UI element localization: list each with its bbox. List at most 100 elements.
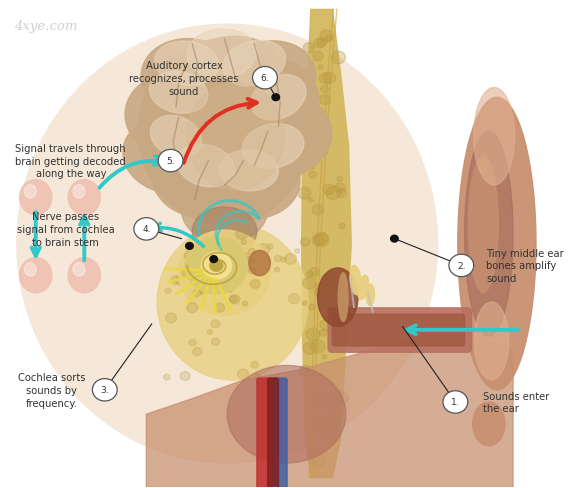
Circle shape [241, 253, 249, 260]
Circle shape [298, 188, 311, 200]
Ellipse shape [141, 40, 238, 118]
Circle shape [285, 254, 297, 264]
Circle shape [193, 348, 202, 356]
Circle shape [301, 238, 310, 247]
Circle shape [314, 234, 329, 247]
Circle shape [201, 231, 210, 239]
FancyBboxPatch shape [273, 378, 287, 488]
Circle shape [331, 52, 346, 65]
Circle shape [329, 419, 339, 428]
Circle shape [301, 83, 310, 92]
Circle shape [288, 294, 300, 304]
Circle shape [314, 39, 325, 49]
Text: Auditory cortex
recognizes, processes
sound: Auditory cortex recognizes, processes so… [129, 61, 239, 96]
Circle shape [187, 289, 199, 301]
Circle shape [323, 73, 336, 84]
Circle shape [272, 95, 280, 102]
Circle shape [192, 246, 201, 255]
Circle shape [335, 183, 346, 193]
Circle shape [247, 257, 254, 263]
Ellipse shape [192, 207, 257, 256]
Circle shape [187, 303, 198, 313]
Circle shape [207, 330, 212, 335]
Ellipse shape [125, 73, 232, 162]
Circle shape [297, 105, 311, 117]
Ellipse shape [179, 231, 270, 316]
Circle shape [320, 320, 332, 331]
Ellipse shape [468, 157, 498, 293]
Ellipse shape [225, 41, 316, 115]
Ellipse shape [358, 276, 369, 300]
Ellipse shape [251, 75, 306, 121]
Ellipse shape [317, 268, 358, 327]
Circle shape [201, 252, 231, 280]
Circle shape [311, 340, 325, 353]
Circle shape [321, 274, 335, 286]
Circle shape [253, 67, 277, 90]
FancyBboxPatch shape [257, 378, 273, 488]
Circle shape [309, 305, 315, 310]
Circle shape [321, 149, 328, 155]
Ellipse shape [197, 142, 300, 220]
Circle shape [251, 362, 258, 368]
Text: 4.: 4. [142, 225, 150, 234]
Circle shape [312, 455, 325, 468]
Circle shape [236, 229, 247, 240]
FancyBboxPatch shape [332, 315, 464, 346]
Circle shape [308, 199, 313, 203]
Circle shape [224, 286, 235, 295]
Text: 1.: 1. [451, 398, 460, 407]
Circle shape [326, 37, 332, 42]
Circle shape [274, 268, 280, 272]
Ellipse shape [242, 124, 304, 169]
Circle shape [248, 249, 255, 255]
Circle shape [324, 398, 331, 404]
Circle shape [323, 184, 335, 195]
Circle shape [311, 393, 324, 405]
Circle shape [258, 244, 270, 255]
Text: 4xye.com: 4xye.com [14, 20, 77, 33]
Circle shape [333, 410, 344, 420]
Text: Signal travels through
brain getting decoded
along the way: Signal travels through brain getting dec… [15, 143, 126, 179]
Ellipse shape [177, 145, 235, 187]
Circle shape [312, 205, 324, 216]
Circle shape [306, 328, 320, 341]
Ellipse shape [472, 402, 505, 446]
Circle shape [313, 415, 328, 428]
Text: Nerve passes
signal from cochlea
to brain stem: Nerve passes signal from cochlea to brai… [17, 212, 114, 247]
Circle shape [185, 238, 248, 294]
Ellipse shape [187, 83, 284, 190]
Circle shape [180, 372, 190, 381]
Circle shape [238, 369, 249, 379]
Ellipse shape [68, 180, 100, 215]
Circle shape [303, 342, 317, 355]
Circle shape [199, 285, 209, 295]
Circle shape [211, 279, 215, 283]
Ellipse shape [231, 95, 332, 179]
Circle shape [315, 232, 328, 245]
Circle shape [267, 244, 273, 250]
Circle shape [391, 236, 398, 243]
Polygon shape [146, 331, 513, 488]
Circle shape [318, 65, 323, 70]
Circle shape [186, 243, 193, 250]
Ellipse shape [150, 116, 201, 158]
Text: Sounds enter
the ear: Sounds enter the ear [483, 391, 550, 413]
Ellipse shape [123, 119, 213, 194]
Circle shape [319, 95, 330, 105]
Circle shape [312, 235, 325, 246]
Circle shape [443, 391, 468, 413]
Circle shape [274, 256, 282, 262]
Circle shape [252, 285, 258, 291]
Circle shape [182, 268, 192, 278]
Ellipse shape [20, 180, 52, 215]
Circle shape [316, 284, 323, 290]
Circle shape [250, 280, 260, 289]
Circle shape [319, 74, 331, 84]
Circle shape [230, 295, 240, 305]
Circle shape [247, 257, 254, 264]
Circle shape [309, 268, 319, 277]
Ellipse shape [350, 266, 361, 295]
Ellipse shape [73, 185, 85, 199]
Ellipse shape [223, 41, 286, 87]
